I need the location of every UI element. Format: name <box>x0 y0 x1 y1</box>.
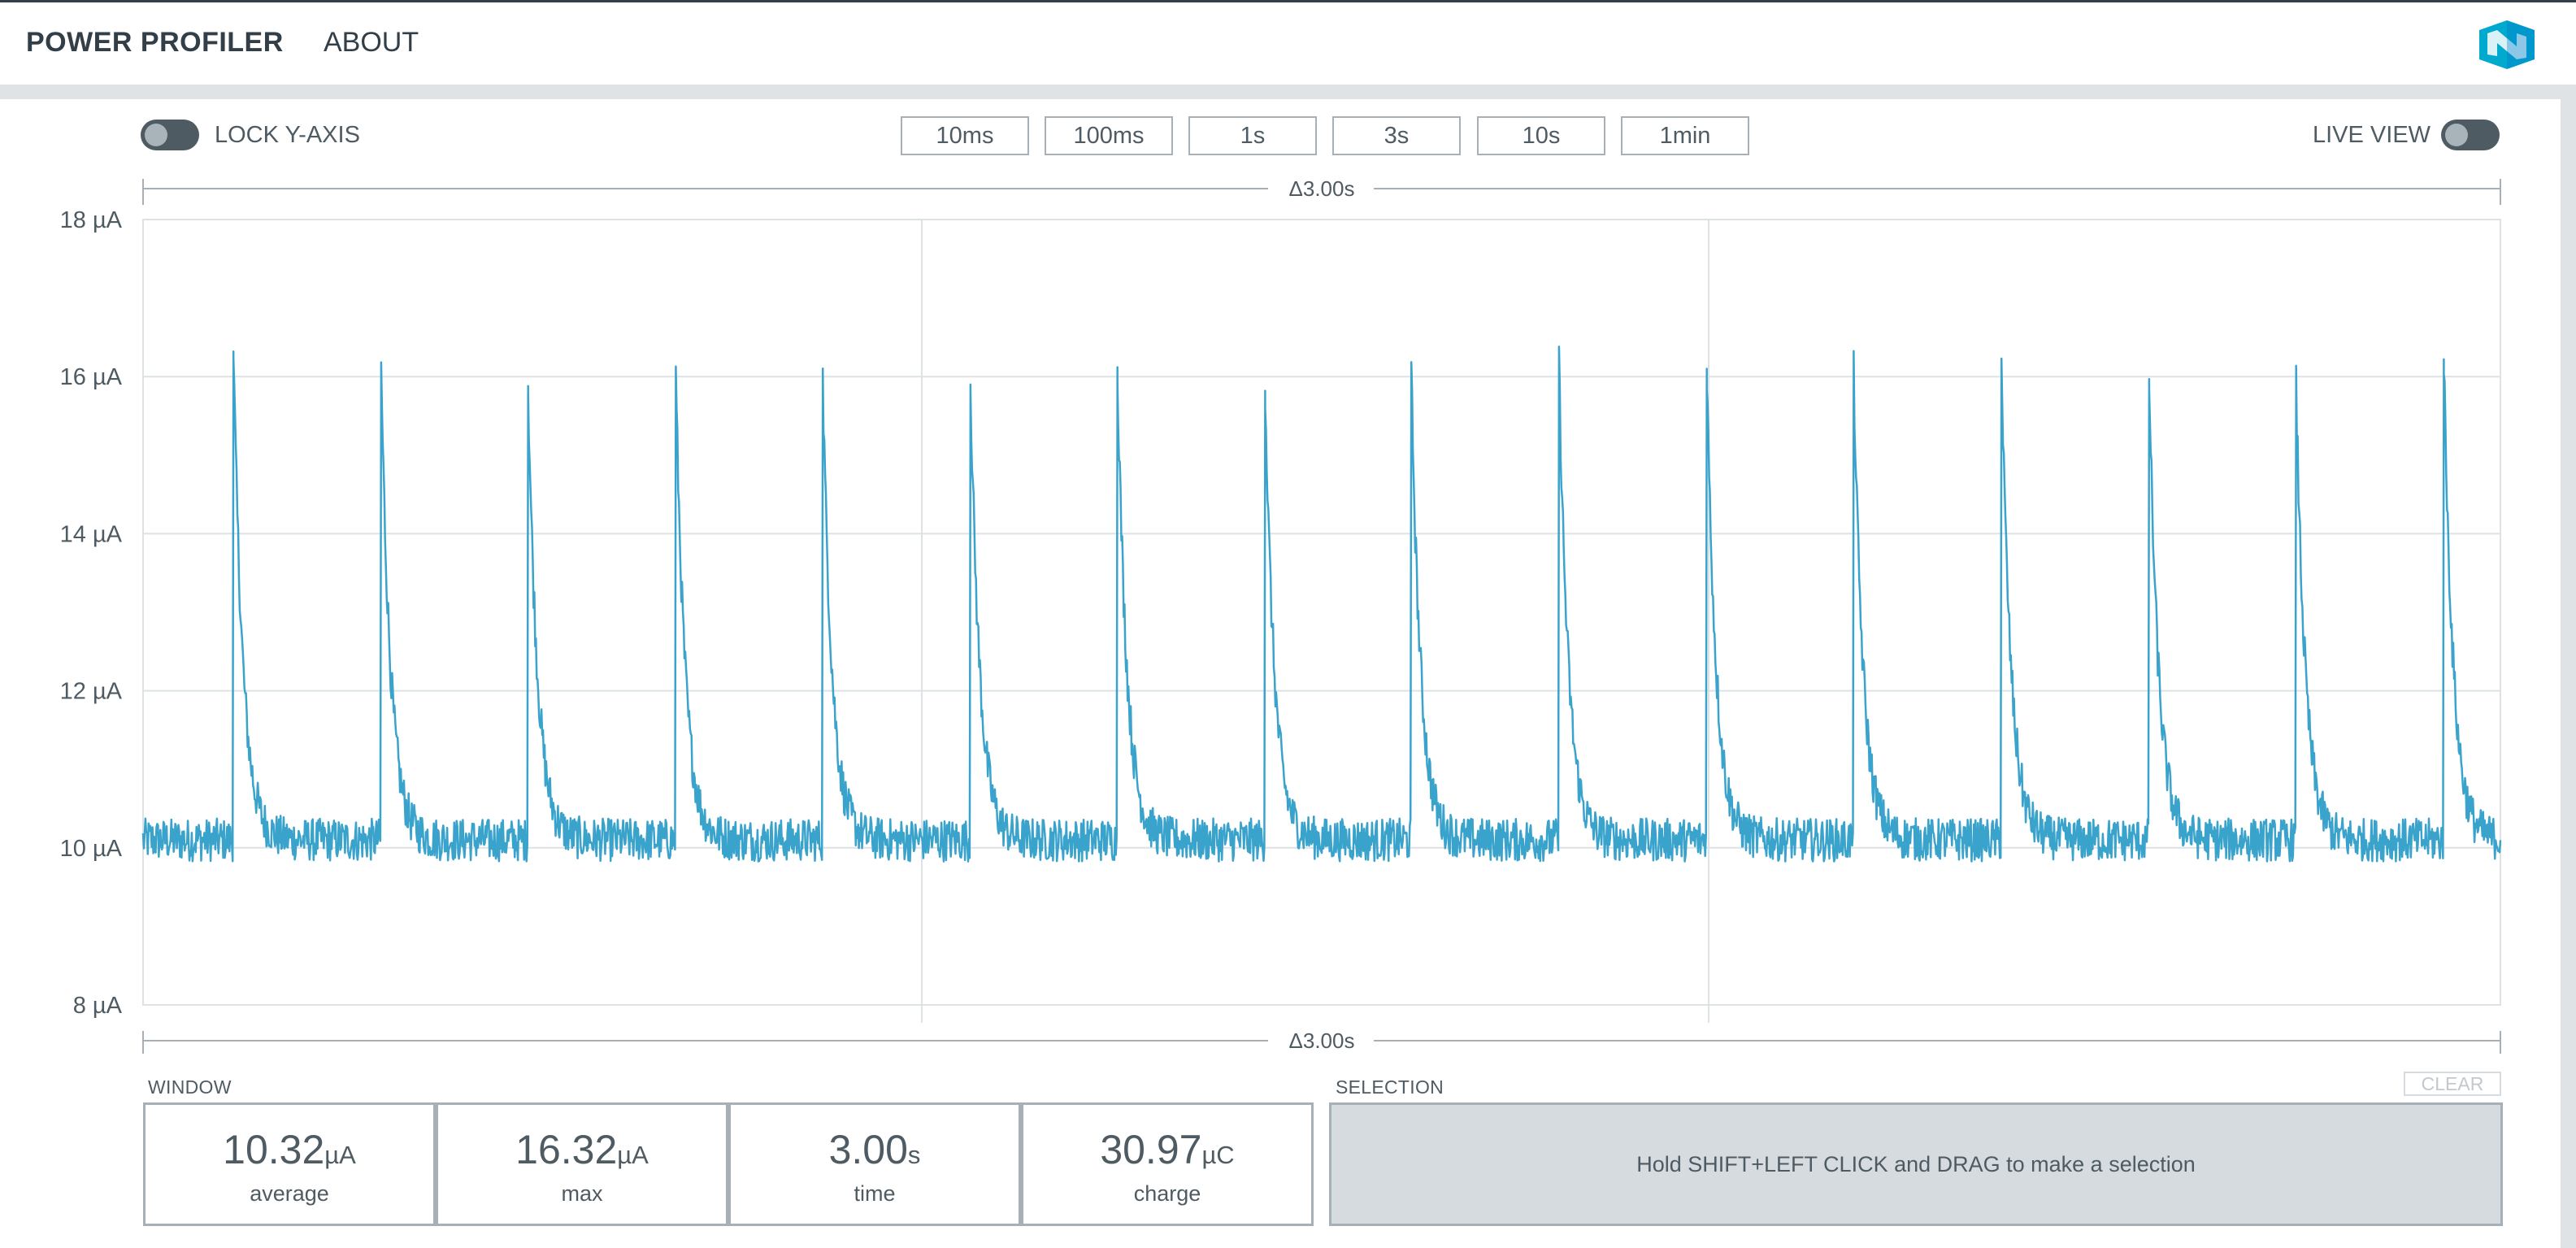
window-10s-button[interactable]: 10s <box>1477 116 1605 155</box>
lock-y-axis-label: LOCK Y-AXIS <box>215 122 360 148</box>
main-panel <box>0 99 2561 1248</box>
window-1s-button[interactable]: 1s <box>1188 116 1317 155</box>
lock-y-axis-toggle[interactable] <box>141 120 199 150</box>
stat-number: 3.00 <box>828 1127 908 1172</box>
live-view-label: LIVE VIEW <box>2313 122 2431 148</box>
window-section-label: WINDOW <box>148 1076 232 1098</box>
top-delta-ruler: Δ3.00s <box>142 176 2501 205</box>
y-tick-label: 10 µA <box>60 836 123 862</box>
current-trace <box>141 346 2502 863</box>
y-tick-label: 14 µA <box>60 521 123 547</box>
y-axis: 18 µA 16 µA 14 µA 12 µA 10 µA 8 µA <box>60 207 123 1019</box>
window-3s-button[interactable]: 3s <box>1332 116 1461 155</box>
stat-value: 10.32µA <box>146 1126 433 1173</box>
y-tick-label: 8 µA <box>73 993 123 1019</box>
nordic-logo-icon <box>2479 20 2535 69</box>
nav-about[interactable]: ABOUT <box>324 27 419 58</box>
stat-unit: µA <box>324 1141 356 1169</box>
stat-unit: µC <box>1201 1141 1235 1169</box>
toggle-knob <box>2445 124 2468 146</box>
window-100ms-button[interactable]: 100ms <box>1045 116 1173 155</box>
stat-time: 3.00s time <box>728 1102 1021 1226</box>
stat-label: max <box>561 1181 603 1206</box>
plot-frame <box>142 219 2501 1006</box>
window-10ms-button[interactable]: 10ms <box>901 116 1029 155</box>
y-tick-label: 16 µA <box>60 364 123 390</box>
bottom-delta-ruler: Δ3.00s <box>142 1028 2501 1054</box>
selection-section-label: SELECTION <box>1336 1076 1444 1098</box>
live-view-toggle[interactable] <box>2441 120 2500 150</box>
stat-value: 16.32µA <box>438 1126 726 1173</box>
top-bar: POWER PROFILER ABOUT <box>0 0 2576 85</box>
selection-hint: Hold SHIFT+LEFT CLICK and DRAG to make a… <box>1636 1151 2196 1176</box>
window-1min-button[interactable]: 1min <box>1621 116 1749 155</box>
chart-grid <box>142 219 2501 1023</box>
y-tick-label: 18 µA <box>60 207 123 233</box>
toggle-knob <box>145 124 167 146</box>
stat-unit: µA <box>617 1141 649 1169</box>
stat-number: 10.32 <box>223 1127 325 1172</box>
stat-max: 16.32µA max <box>436 1102 728 1226</box>
stat-value: 30.97µC <box>1023 1126 1311 1173</box>
stat-label: time <box>854 1181 896 1206</box>
selection-area[interactable]: Hold SHIFT+LEFT CLICK and DRAG to make a… <box>1329 1102 2503 1226</box>
stat-unit: s <box>907 1141 921 1169</box>
stat-average: 10.32µA average <box>143 1102 436 1226</box>
stat-value: 3.00s <box>731 1126 1019 1173</box>
clear-selection-button[interactable]: CLEAR <box>2404 1072 2501 1096</box>
stat-number: 16.32 <box>515 1127 618 1172</box>
app-title[interactable]: POWER PROFILER <box>26 27 284 58</box>
stat-number: 30.97 <box>1100 1127 1202 1172</box>
stat-label: charge <box>1133 1181 1201 1206</box>
stat-label: average <box>250 1181 329 1206</box>
y-tick-label: 12 µA <box>60 679 123 705</box>
top-delta-label: Δ3.00s <box>1289 176 1355 201</box>
stat-charge: 30.97µC charge <box>1021 1102 1314 1226</box>
bottom-delta-label: Δ3.00s <box>1289 1028 1355 1053</box>
